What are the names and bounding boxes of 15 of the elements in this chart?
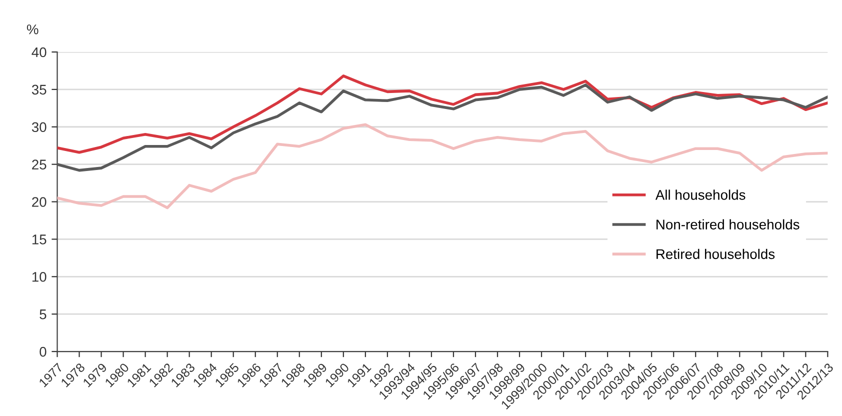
legend-label: Non-retired households	[656, 219, 800, 230]
y-tick-label: 40	[32, 47, 46, 58]
legend-label: All households	[655, 190, 746, 200]
y-tick-label: 25	[32, 160, 46, 170]
y-tick-label: 20	[32, 197, 46, 207]
y-tick-label: 0	[40, 346, 46, 357]
y-axis-title: %	[26, 24, 38, 34]
line-series	[57, 84, 828, 172]
legend-label: Retired households	[656, 248, 775, 260]
line-series	[57, 123, 828, 210]
y-tick-label: 35	[32, 84, 46, 95]
y-tick-label: 10	[32, 272, 46, 282]
y-tick-label: 15	[32, 234, 46, 244]
y-tick-label: 5	[40, 310, 46, 320]
y-tick-label: 30	[32, 122, 46, 132]
